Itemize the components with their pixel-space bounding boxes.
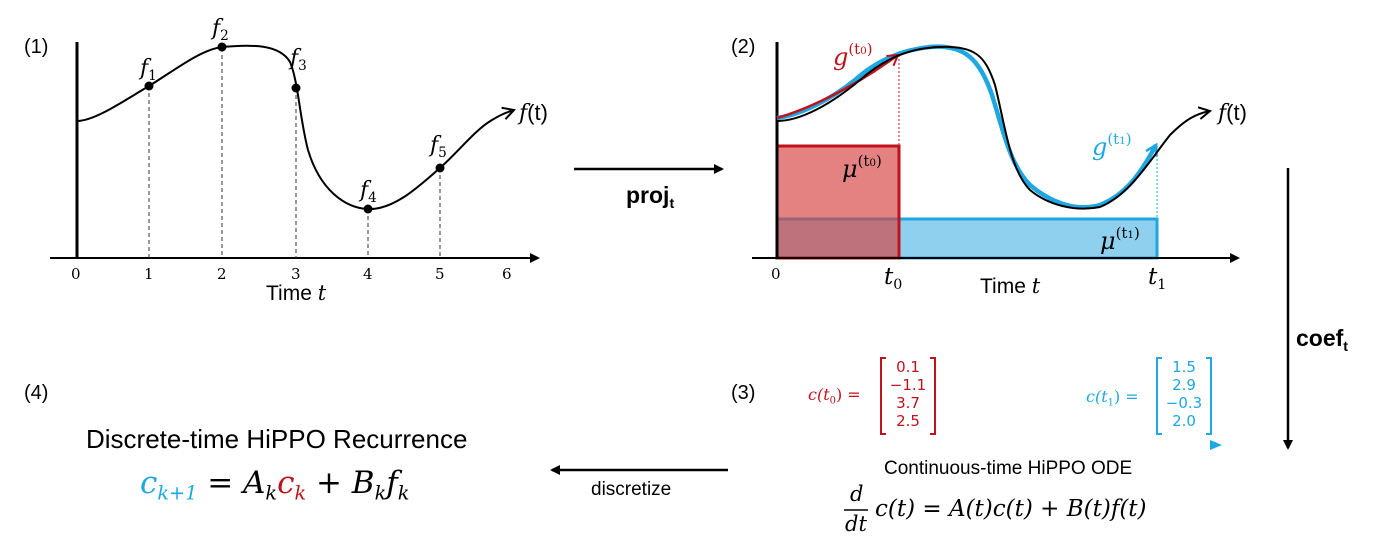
c-t0-value-1: 0.1 [896,358,920,376]
panel-1-label: (1) [24,36,49,58]
panel1-tick-5: 5 [435,265,445,283]
ode-numerator: d [850,482,864,506]
panel-2-chart [752,42,1240,263]
panel1-tick-3: 3 [291,265,301,283]
c-t1-value-1: 1.5 [1172,358,1196,376]
sample-point-2 [217,42,227,52]
c-t0-label: c(t0) = [808,385,861,407]
panel1-tick-6: 6 [502,265,512,283]
panel-4-label: (4) [24,382,49,404]
c-t1-value-2: 2.9 [1172,376,1196,394]
panel-3-label: (3) [731,382,756,404]
proj-label: projt [626,182,675,212]
g-t0-label: g(t0) [833,40,873,72]
panel1-curve-label: f(t) [519,100,548,126]
sample-point-3 [291,83,301,93]
sample-label-5: f5 [430,133,447,161]
recurrence-ck: ck [277,465,307,505]
recurrence-lhs: ck+1 [140,465,198,505]
panel-2-label: (2) [731,36,756,58]
panel1-tick-4: 4 [363,265,373,283]
panel1-tick-2: 2 [217,265,227,283]
panel1-axis-title: Time t [266,281,327,305]
panel-1-chart [50,42,540,263]
sample-point-5 [435,163,445,173]
panel1-signal-curve [76,44,514,211]
discretize-label: discretize [591,479,672,500]
ode-denominator: dt [845,512,867,536]
panel2-curve-label: f(t) [1218,100,1247,126]
c-t1-value-4: 2.0 [1172,412,1196,430]
g-t1-approx-curve [776,44,1158,210]
sample-label-1: f1 [140,56,157,84]
c-t1-label: c(t1) = [1086,387,1139,409]
coef-label: coeft [1296,325,1349,355]
mu-t1-label: μ(t1) [1100,224,1140,256]
sample-point-4 [363,204,373,214]
mu-t0-label: μ(t0) [842,152,882,184]
mu0-measure-box [775,144,901,260]
sample-label-4: f4 [360,178,377,206]
g-t1-label: g(t1) [1092,130,1132,162]
sample-label-3: f3 [290,46,307,74]
sample-point-1 [144,81,154,91]
t1-tick-label: t1 [1148,264,1167,293]
sample-label-2: f2 [212,16,229,44]
panel2-signal-curve [776,45,1210,210]
panel2-axis-title: Time t [980,274,1041,298]
panel1-tick-0: 0 [71,265,81,283]
c-t0-value-2: −1.1 [889,376,927,394]
t0-tick-label: t0 [884,264,903,293]
recurrence-equation: ck+1 = Akck + Bkfk [140,465,410,505]
panel2-tick-0: 0 [771,265,781,283]
g-t0-approx-curve [776,53,900,120]
panel4-title: Discrete-time HiPPO Recurrence [86,424,468,454]
ode-title: Continuous-time HiPPO ODE [884,458,1133,479]
c-t1-value-3: −0.3 [1165,394,1203,412]
c-t0-value-3: 3.7 [896,394,920,412]
c-t0-value-4: 2.5 [896,412,920,430]
c-t0-vector: 0.1 −1.1 3.7 2.5 [880,357,936,435]
c-t1-vector: 1.5 2.9 −0.3 2.0 [1156,357,1212,435]
ode-equation: c(t) = A(t)c(t) + B(t)f(t) [875,496,1147,522]
panel1-tick-1: 1 [144,265,154,283]
